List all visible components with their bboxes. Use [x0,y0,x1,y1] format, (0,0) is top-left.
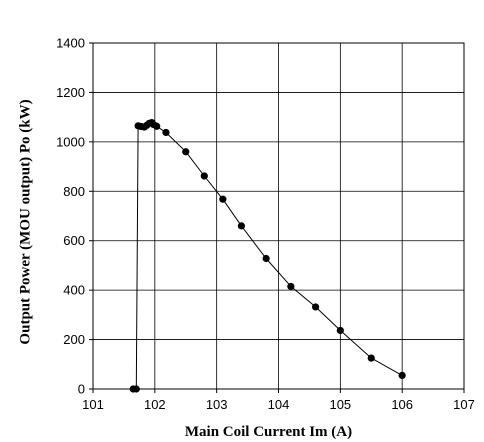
x-axis-title: Main Coil Current Im (A) [185,424,352,440]
data-point [312,303,320,311]
y-tick-label: 0 [78,382,85,397]
y-tick-label: 600 [63,233,85,248]
data-point [153,122,161,130]
data-point [237,222,245,230]
data-point [200,172,208,180]
data-point [287,282,295,291]
data-point [336,326,344,335]
y-tick-label: 1000 [56,134,85,149]
y-tick-label: 1400 [56,36,85,51]
data-point [162,128,170,137]
y-axis-title: Output Power (MOU output) Po (kW) [17,99,33,344]
data-point [398,371,406,380]
y-axis-ticks: 0 200 400 600 800 1000 1200 1400 [56,36,93,397]
data-point [262,254,270,263]
x-tick-label: 105 [329,397,351,412]
x-tick-label: 101 [82,397,104,412]
data-point [367,354,375,362]
x-tick-label: 104 [268,397,290,412]
y-tick-label: 1200 [56,85,85,100]
plot-frame [92,42,465,390]
data-point [182,148,190,156]
x-tick-label: 102 [144,397,166,412]
x-tick-label: 107 [453,397,475,412]
y-tick-label: 800 [63,184,85,199]
grid [93,43,464,389]
x-tick-label: 106 [391,397,413,412]
x-axis-ticks: 101 102 103 104 105 106 107 [82,389,475,412]
y-tick-label: 400 [63,283,85,298]
x-tick-label: 103 [206,397,228,412]
y-tick-label: 200 [63,332,85,347]
data-point [219,195,227,203]
